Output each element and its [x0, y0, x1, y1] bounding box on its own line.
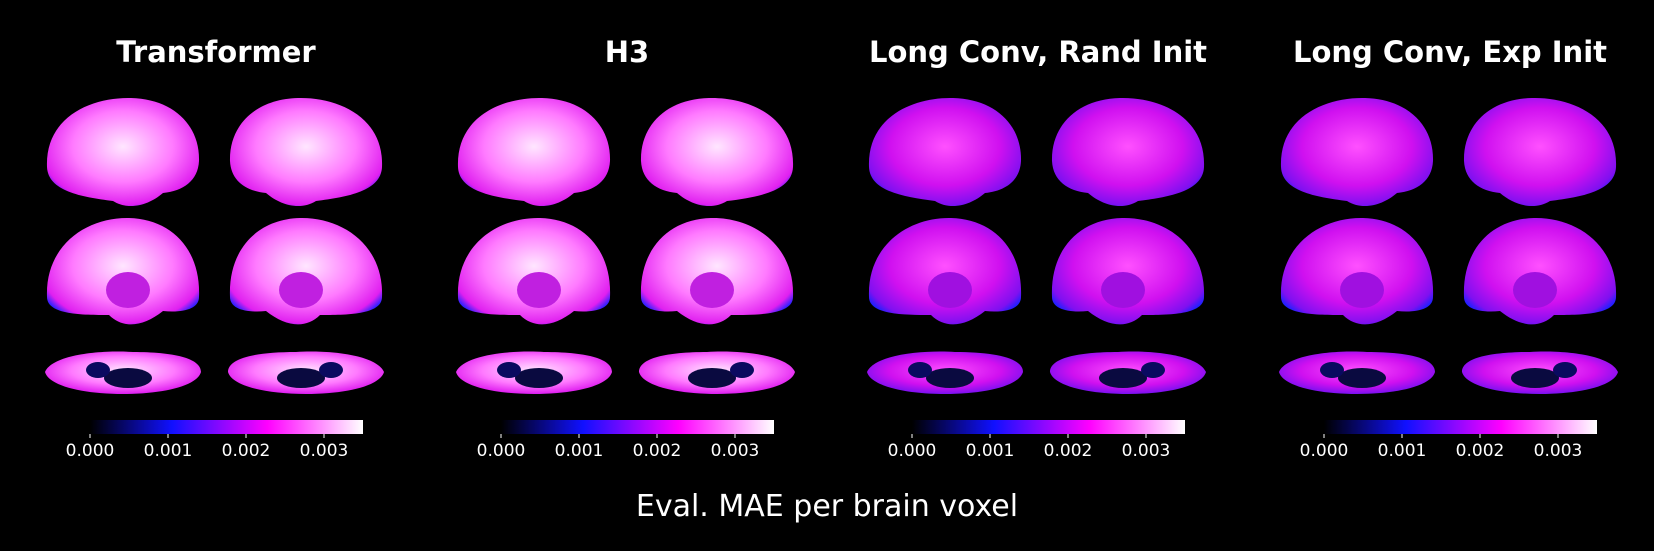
colorbar-tick-label: 0.002 [633, 441, 682, 461]
brain-ventral-dark [104, 368, 152, 388]
brain-ventral-dark [515, 368, 563, 388]
colorbar-tick-label: 0.000 [477, 441, 526, 461]
brain-lateral [640, 97, 794, 207]
colorbar-tick-label: 0.000 [888, 441, 937, 461]
brain-ventral-dark [1553, 362, 1577, 378]
brain-medial [1280, 217, 1434, 325]
brain-ventral-dark [497, 362, 521, 378]
colorbar-tick-label: 0.003 [711, 441, 760, 461]
brain-lateral [868, 97, 1022, 207]
panel-title: Transformer [116, 35, 316, 69]
panel-title: H3 [605, 35, 649, 69]
brain-medial-core [1340, 272, 1384, 308]
colorbar [912, 420, 1185, 434]
brain-medial-core [1101, 272, 1145, 308]
brain-ventral-dark [688, 368, 736, 388]
brain-lateral [1463, 97, 1617, 207]
colorbar [501, 420, 774, 434]
colorbar-tick-label: 0.002 [1044, 441, 1093, 461]
colorbar-tick-label: 0.003 [1122, 441, 1171, 461]
colorbar [90, 420, 363, 434]
colorbar-tick-label: 0.003 [1534, 441, 1583, 461]
brain-medial-core [928, 272, 972, 308]
brain-ventral-dark [1338, 368, 1386, 388]
brain-lateral [229, 97, 383, 207]
brain-medial [1463, 217, 1617, 325]
brain-ventral-dark [1141, 362, 1165, 378]
brain-lateral [1280, 97, 1434, 207]
brain-medial [868, 217, 1022, 325]
brain-medial [46, 217, 200, 325]
brain-medial [1051, 217, 1205, 325]
brain-lateral [46, 97, 200, 207]
brain-medial-core [690, 272, 734, 308]
brain-ventral-dark [1511, 368, 1559, 388]
colorbar-tick-label: 0.001 [966, 441, 1015, 461]
brain-medial-core [1513, 272, 1557, 308]
colorbar-tick-label: 0.001 [144, 441, 193, 461]
colorbar-tick-label: 0.001 [1378, 441, 1427, 461]
brain-medial-core [517, 272, 561, 308]
brain-medial [229, 217, 383, 325]
brain-medial [640, 217, 794, 325]
brain-ventral-dark [319, 362, 343, 378]
brain-medial-core [279, 272, 323, 308]
brain-ventral-dark [730, 362, 754, 378]
colorbar-tick-label: 0.000 [1300, 441, 1349, 461]
brain-lateral [1051, 97, 1205, 207]
brain-medial [457, 217, 611, 325]
colorbar [1324, 420, 1597, 434]
colorbar-tick-label: 0.002 [222, 441, 271, 461]
caption: Eval. MAE per brain voxel [636, 489, 1018, 524]
colorbar-tick-label: 0.000 [66, 441, 115, 461]
colorbar-tick-label: 0.002 [1456, 441, 1505, 461]
brain-ventral-dark [926, 368, 974, 388]
brain-ventral-dark [908, 362, 932, 378]
brain-lateral [457, 97, 611, 207]
panel-title: Long Conv, Rand Init [869, 35, 1207, 69]
colorbar-tick-label: 0.001 [555, 441, 604, 461]
brain-ventral-dark [86, 362, 110, 378]
brain-ventral-dark [277, 368, 325, 388]
panel-title: Long Conv, Exp Init [1293, 35, 1607, 69]
brain-ventral-dark [1320, 362, 1344, 378]
brain-medial-core [106, 272, 150, 308]
colorbar-tick-label: 0.003 [300, 441, 349, 461]
brain-ventral-dark [1099, 368, 1147, 388]
